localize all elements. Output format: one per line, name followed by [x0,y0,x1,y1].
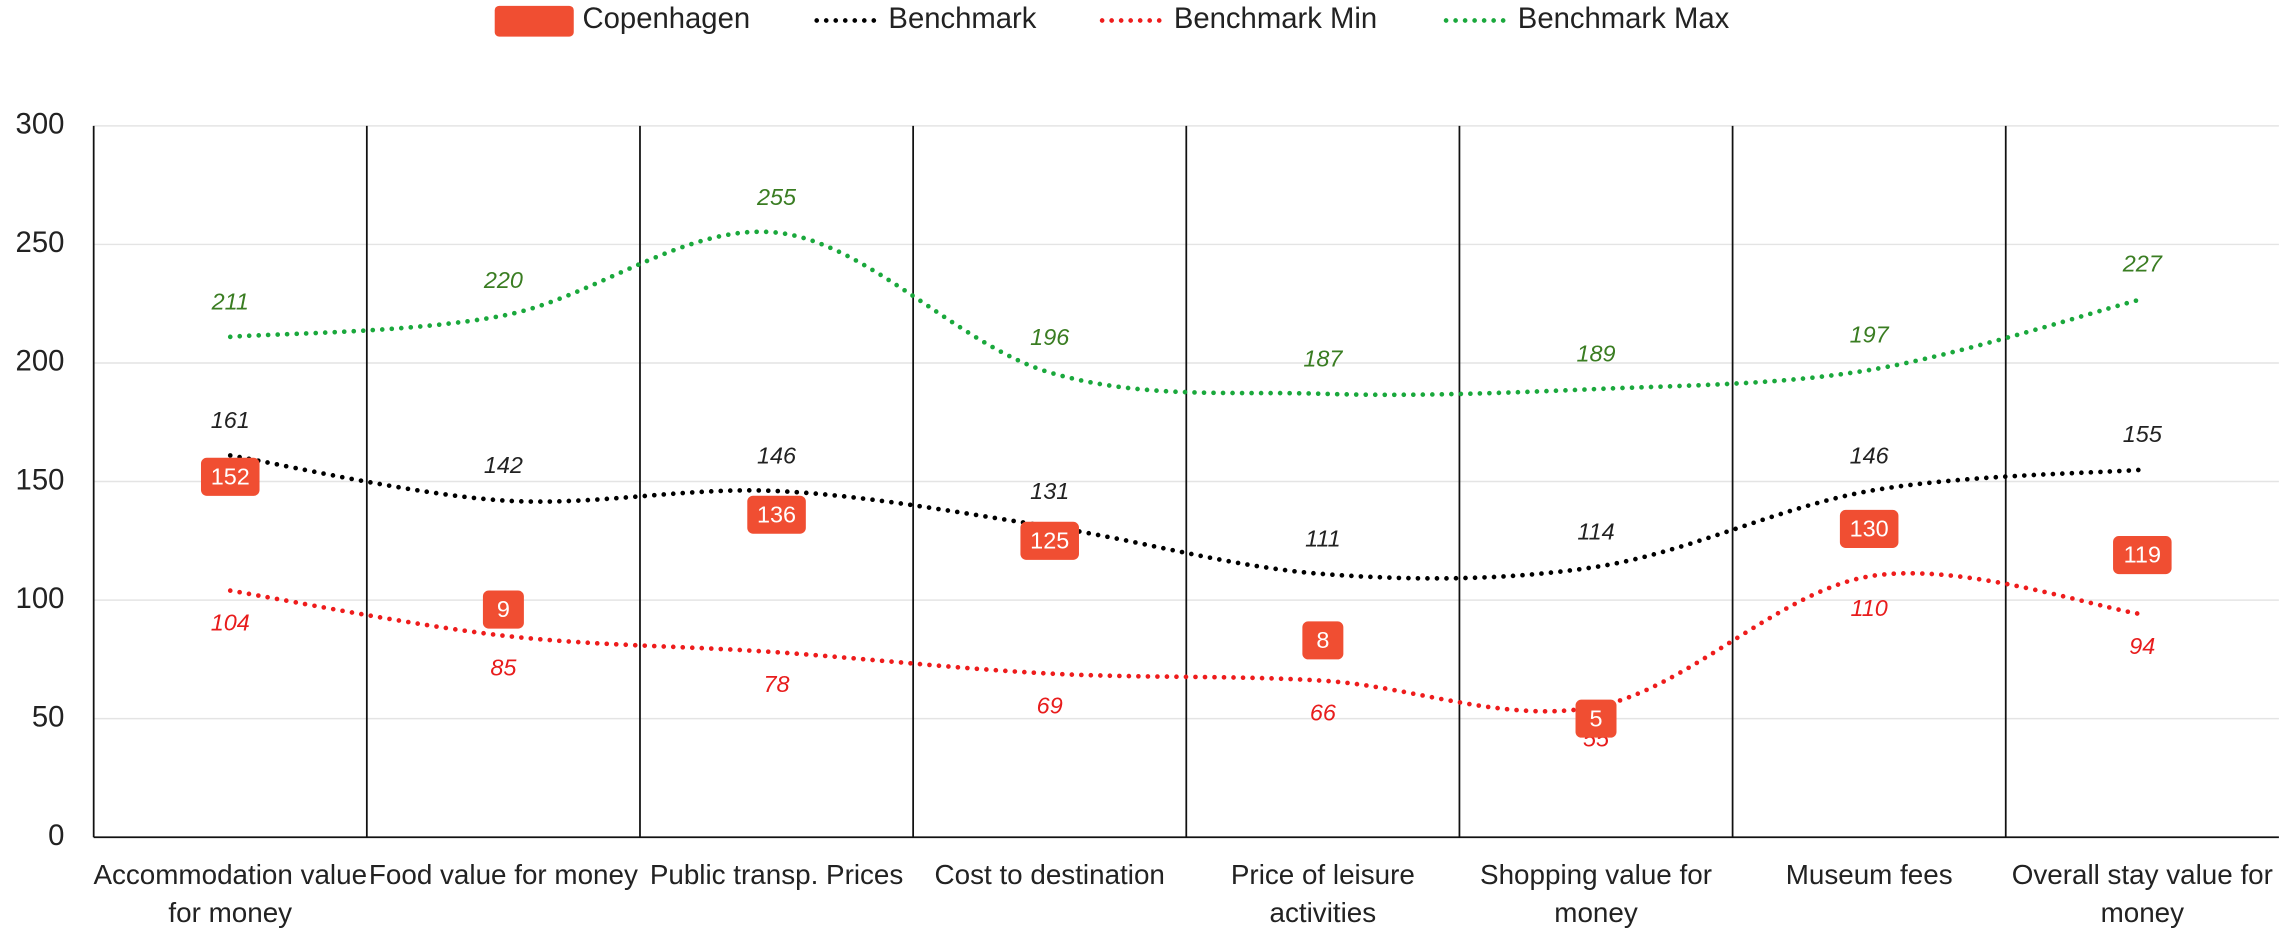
x-tick-label: Overall stay value for money [2011,860,2273,930]
value-box [1575,699,1617,738]
x-tick-label: Museum fees [1785,860,1953,892]
data-label: 131 [1030,478,1069,504]
x-tick-label: Accommodation value for money [93,860,368,930]
value-box-label: 125 [1030,527,1069,553]
series-line [227,453,2145,581]
x-label-box: Price of leisure activities [1230,860,1415,930]
data-label: 196 [1030,324,1070,350]
x-tick-label: Shopping value for money [1480,860,1712,930]
x-label-box: Food value for money [368,860,638,892]
data-label: 146 [1850,443,1890,469]
value-box-label: 130 [1850,516,1889,542]
data-label: 114 [1577,518,1614,544]
value-box [1020,521,1079,560]
x-label-box: Shopping value for money [1480,860,1712,930]
legend-label: Copenhagen [583,3,751,35]
data-label: 110 [1851,595,1888,621]
value-box [2113,536,2172,575]
data-label: 146 [757,443,797,469]
y-tick-label: 50 [32,701,65,733]
legend-label: Benchmark [888,3,1036,35]
y-tick-label: 100 [16,583,65,615]
data-label: 78 [764,671,790,697]
x-label-box: Public transp. Prices [649,860,904,892]
data-label: 220 [483,267,523,293]
x-label-box: Overall stay value for money [2011,860,2273,930]
x-tick-label: Food value for money [368,860,638,892]
legend-swatch [494,5,574,37]
value-box-label: 9 [497,596,510,622]
x-label-box: Museum fees [1785,860,1953,892]
series-line [227,229,2145,398]
x-tick-label: Public transp. Prices [649,860,904,892]
data-label: 104 [211,609,250,635]
data-label: 69 [1037,692,1063,718]
data-label: 85 [490,655,517,681]
data-label: 142 [484,452,523,478]
value-box [1839,509,1899,548]
x-tick-label: Price of leisure activities [1230,860,1415,930]
legend-label: Benchmark Min [1174,3,1377,35]
data-label: 94 [2129,633,2155,659]
data-label: 187 [1303,345,1343,371]
data-label: 227 [2122,250,2163,276]
value-box [200,457,260,496]
y-tick-label: 0 [48,820,64,852]
value-box-label: 152 [211,463,250,489]
data-label: 255 [756,184,797,210]
value-box-label: 119 [2124,542,2161,568]
series-line [227,571,2145,714]
y-tick-label: 200 [16,346,65,378]
x-label-box: Accommodation value for money [93,860,368,930]
value-box [747,495,806,534]
y-tick-label: 300 [16,109,65,141]
x-label-box: Cost to destination [934,860,1165,892]
value-box-label: 136 [757,501,796,527]
value-box [482,590,524,629]
data-label: 161 [211,407,250,433]
data-label: 211 [211,288,249,314]
data-label: 66 [1310,700,1337,726]
value-box-label: 5 [1589,705,1602,731]
data-label: 197 [1850,322,1890,348]
y-tick-label: 250 [16,227,65,259]
data-label: 111 [1305,526,1341,552]
data-label: 155 [2123,421,2163,447]
data-label: 189 [1576,341,1615,367]
value-box [1302,621,1344,660]
x-tick-label: Cost to destination [934,860,1165,892]
value-box-label: 8 [1316,627,1329,653]
y-tick-label: 150 [16,464,65,496]
legend-label: Benchmark Max [1518,3,1730,35]
